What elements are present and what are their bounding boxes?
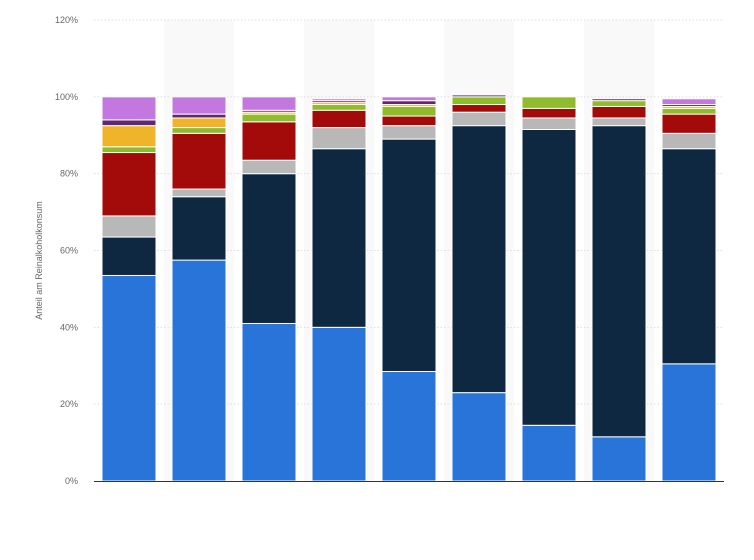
bar-segment-series-5[interactable] (241, 113, 297, 123)
bar-stack (521, 96, 577, 482)
bar-segment-series-7[interactable] (171, 113, 227, 119)
bar-segment-series-4[interactable] (101, 152, 157, 217)
bar-segment-series-3[interactable] (661, 132, 717, 150)
bar-segment-series-5[interactable] (311, 104, 367, 111)
y-tick-label: 60% (60, 246, 78, 256)
bar-segment-series-5[interactable] (661, 107, 717, 115)
bar-segment-series-1[interactable] (241, 322, 297, 482)
bar-segment-series-4[interactable] (381, 115, 437, 127)
bar-segment-series-4[interactable] (521, 107, 577, 119)
bar-segment-series-5[interactable] (451, 96, 507, 106)
bar-stack (451, 94, 507, 482)
y-tick-label: 20% (60, 399, 78, 409)
bar-segment-series-3[interactable] (171, 188, 227, 198)
bar-segment-series-8[interactable] (311, 98, 367, 102)
bar-stack (661, 98, 717, 482)
bar-segment-series-8[interactable] (381, 96, 437, 102)
bar-segment-series-7[interactable] (451, 94, 507, 98)
bar-stack (311, 98, 367, 482)
bar-stack (241, 96, 297, 482)
bar-segment-series-3[interactable] (241, 159, 297, 175)
bar-segment-series-2[interactable] (381, 138, 437, 373)
bar-segment-series-7[interactable] (591, 98, 647, 102)
y-tick-label: 40% (60, 322, 78, 332)
bar-segment-series-7[interactable] (101, 119, 157, 127)
bar-segment-series-3[interactable] (311, 127, 367, 150)
bar-segment-series-1[interactable] (311, 326, 367, 482)
bar-segment-series-2[interactable] (451, 125, 507, 394)
bar-stack (381, 96, 437, 482)
y-tick-label: 80% (60, 169, 78, 179)
bar-segment-series-4[interactable] (241, 121, 297, 161)
bar-segment-series-1[interactable] (521, 424, 577, 482)
bar-segment-series-5[interactable] (171, 127, 227, 134)
bar-segment-series-7[interactable] (381, 100, 437, 106)
bar-segment-series-4[interactable] (171, 132, 227, 190)
y-tick-label: 0% (65, 476, 78, 486)
bar-segment-series-5[interactable] (521, 96, 577, 109)
bar-segment-series-1[interactable] (661, 363, 717, 482)
bar-segment-series-5[interactable] (591, 100, 647, 107)
bar-stack (591, 98, 647, 482)
bars (101, 94, 717, 482)
bar-segment-series-3[interactable] (591, 117, 647, 127)
bar-segment-series-2[interactable] (101, 236, 157, 276)
bar-segment-series-4[interactable] (311, 109, 367, 129)
bar-segment-series-1[interactable] (591, 436, 647, 482)
bar-segment-series-8[interactable] (661, 98, 717, 106)
bar-segment-series-8[interactable] (241, 96, 297, 111)
bar-segment-series-1[interactable] (381, 371, 437, 482)
bar-segment-series-6[interactable] (101, 125, 157, 148)
y-tick-label: 100% (55, 92, 78, 102)
y-tick-label: 120% (55, 15, 78, 25)
bar-segment-series-2[interactable] (521, 128, 577, 426)
bar-segment-series-8[interactable] (171, 96, 227, 115)
bar-segment-series-2[interactable] (171, 196, 227, 261)
y-axis-ticks: 0% 20% 40% 60% 80% 100% 120% (55, 15, 78, 486)
bar-stack (171, 96, 227, 482)
bar-segment-series-3[interactable] (101, 215, 157, 238)
bar-segment-series-1[interactable] (451, 392, 507, 482)
bar-segment-series-2[interactable] (241, 173, 297, 324)
bar-segment-series-6[interactable] (171, 117, 227, 129)
bar-segment-series-3[interactable] (381, 125, 437, 140)
bar-segment-series-4[interactable] (451, 104, 507, 113)
bar-segment-series-3[interactable] (451, 111, 507, 127)
bar-segment-series-2[interactable] (311, 148, 367, 328)
bar-segment-series-5[interactable] (101, 146, 157, 154)
bar-segment-series-1[interactable] (101, 274, 157, 482)
bar-segment-series-1[interactable] (171, 259, 227, 482)
bar-segment-series-2[interactable] (661, 148, 717, 365)
bar-segment-series-4[interactable] (661, 113, 717, 134)
bar-segment-series-8[interactable] (101, 96, 157, 121)
bar-segment-series-2[interactable] (591, 125, 647, 438)
y-axis-title: Anteil am Reinalkoholkonsum (34, 201, 44, 320)
bar-segment-series-4[interactable] (591, 105, 647, 119)
bar-stack (101, 96, 157, 482)
bar-segment-series-3[interactable] (521, 117, 577, 130)
bar-segment-series-5[interactable] (381, 105, 437, 117)
